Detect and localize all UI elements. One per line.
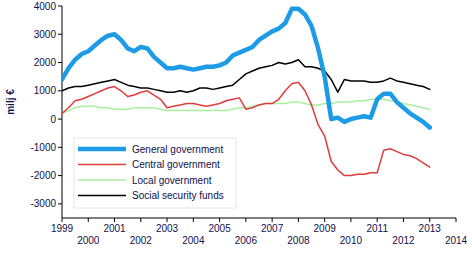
x-tick-label: 2004 [182, 235, 205, 246]
x-tick [114, 218, 115, 222]
x-tick-label: 2002 [130, 235, 153, 246]
legend-swatch [78, 164, 126, 166]
legend-swatch [78, 147, 126, 152]
x-tick-label: 2001 [103, 223, 126, 234]
plot-area [62, 9, 430, 176]
x-tick-label: 2006 [235, 235, 258, 246]
y-tick [58, 6, 62, 7]
x-tick [167, 218, 168, 222]
chart: -3000-2000-10000100020003000400019992000… [0, 0, 472, 263]
x-tick [140, 218, 141, 222]
legend-box [74, 138, 236, 208]
x-tick [456, 218, 457, 222]
series-line [62, 60, 430, 93]
x-tick [245, 218, 246, 222]
y-tick [58, 62, 62, 63]
y-tick [58, 90, 62, 91]
x-tick [298, 218, 299, 222]
legend-label: General government [132, 144, 223, 155]
x-tick-label: 2005 [208, 223, 231, 234]
y-tick-label: 4000 [34, 1, 57, 12]
x-tick-label: 2007 [261, 223, 284, 234]
x-tick-label: 2012 [392, 235, 415, 246]
y-tick [58, 119, 62, 120]
legend-swatch [78, 179, 126, 181]
y-tick-label: 0 [50, 114, 56, 125]
x-tick-label: 2010 [340, 235, 363, 246]
y-tick-label: -3000 [30, 198, 56, 209]
legend-label: Social security funds [132, 190, 224, 201]
legend: General government Central government Loca… [74, 138, 236, 208]
x-tick [350, 218, 351, 222]
y-tick [58, 175, 62, 176]
x-tick-label: 2009 [314, 223, 337, 234]
y-tick [58, 203, 62, 204]
x-axis [62, 218, 456, 219]
y-axis-label: milj € [5, 89, 16, 115]
x-tick-label: 2011 [366, 223, 388, 234]
x-tick-label: 2008 [287, 235, 310, 246]
x-tick [193, 218, 194, 222]
y-tick [58, 147, 62, 148]
x-tick [62, 218, 63, 222]
x-tick [403, 218, 404, 222]
legend-label: Central government [132, 159, 220, 170]
y-tick-label: 3000 [34, 29, 57, 40]
x-tick-label: 2014 [445, 235, 468, 246]
y-tick-label: -2000 [30, 170, 56, 181]
series-line [62, 9, 430, 128]
x-tick-label: 1999 [51, 223, 74, 234]
x-tick [272, 218, 273, 222]
legend-label: Local government [132, 175, 212, 186]
y-tick-label: -1000 [30, 142, 56, 153]
legend-swatch [78, 195, 126, 197]
y-tick-label: 2000 [34, 57, 57, 68]
x-tick-label: 2013 [419, 223, 442, 234]
x-tick-label: 2000 [77, 235, 100, 246]
x-tick [219, 218, 220, 222]
x-tick [377, 218, 378, 222]
x-tick [88, 218, 89, 222]
y-axis [62, 6, 63, 218]
y-tick-label: 1000 [34, 85, 57, 96]
y-tick [58, 34, 62, 35]
x-tick [324, 218, 325, 222]
x-tick [429, 218, 430, 222]
x-tick-label: 2003 [156, 223, 179, 234]
